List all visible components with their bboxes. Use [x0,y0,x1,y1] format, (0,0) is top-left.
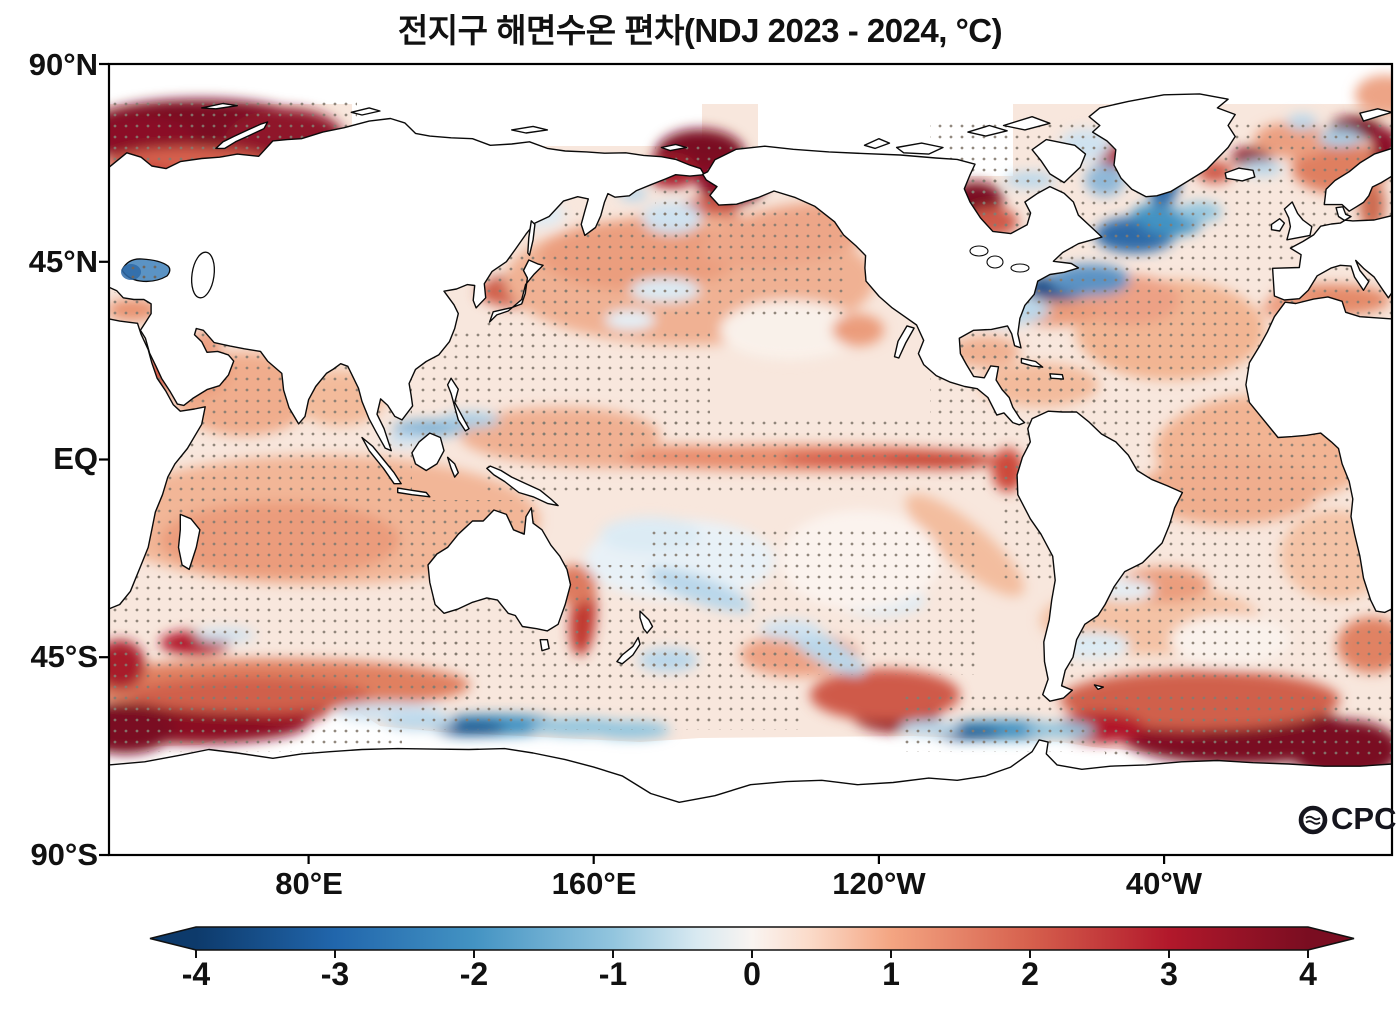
land-japan [488,259,544,323]
land-greenland [1088,93,1236,198]
land-sakhalin [527,220,536,256]
map-layers [109,64,1392,855]
land-uk [1283,201,1313,241]
land-africa-west [1245,296,1392,614]
land-falklands [1093,684,1104,690]
land-java [397,487,431,498]
lon-label-120w: 120°W [832,866,926,901]
land-north-america [702,145,1103,426]
cb-tick-4: 4 [1299,956,1317,992]
cb-tick-m2: -2 [459,956,489,992]
cb-tick-2: 2 [1021,956,1039,992]
cb-tick-m3: -3 [320,956,350,992]
great-lakes-3 [1010,263,1030,273]
land-south-america [1016,410,1184,702]
land-nz-north [639,610,654,634]
lon-label-160e: 160°E [551,866,637,901]
great-lakes-1 [969,245,989,257]
land-madagascar [177,513,201,571]
land-victoria-i [895,142,944,155]
land-severnaya [350,107,381,116]
land-novaya-zemlya [215,121,269,150]
inland-seas [121,245,1030,299]
lon-label-80e: 80°E [275,866,343,901]
cb-tick-m1: -1 [598,956,628,992]
land-scandinavia [1323,147,1392,212]
noaa-wave-icon [1298,805,1328,835]
colorbar [149,926,1355,958]
land-newguinea [486,465,559,507]
cb-tick-m4: -4 [181,956,211,992]
land-wrangel [660,143,688,152]
land-ellesmere-2 [967,124,1008,137]
cb-tick-3: 3 [1160,956,1178,992]
axis-ticks [99,62,1166,864]
cb-tick-0: 0 [743,956,761,992]
land-philippines [446,377,470,432]
cb-tick-1: 1 [882,956,900,992]
lat-label-eq: EQ [53,441,98,476]
land-svalbard [1359,108,1392,122]
caspian-sea [190,251,216,299]
land-australia [427,507,572,632]
land-eurasia [109,117,705,452]
land-banks-i [863,138,891,150]
land-iceland [1224,167,1256,182]
land-borneo [411,432,445,472]
colorbar-bar [149,926,1355,951]
land-hispaniola [1049,373,1065,380]
land-sumatra [361,436,402,485]
land-layer [109,93,1392,855]
land-sulawesi [446,456,459,478]
chart-title: 전지구 해면수온 편차(NDJ 2023 - 2024, °C) [397,12,1003,49]
lat-label-45n: 45°N [28,244,98,279]
cpc-logo: CPC [1296,801,1396,837]
land-europe [1271,206,1392,301]
land-tasmania [539,639,550,652]
land-baffin [1031,138,1087,184]
land-ellesmere-1 [1002,116,1051,131]
land-new-siberian [511,125,549,134]
cpc-logo-text: CPC [1331,801,1397,836]
great-lakes-2 [986,255,1004,269]
lat-label-45s: 45°S [30,639,98,674]
lon-label-40w: 40°W [1125,866,1203,901]
land-nz-south [616,636,641,665]
lat-label-90s: 90°S [30,837,98,872]
lat-label-90n: 90°N [28,47,98,82]
land-africa-east [109,318,206,610]
land-cuba [1020,357,1044,368]
land-antarctica [109,739,1392,855]
land-franz-josef [201,102,238,110]
land-ireland [1270,218,1286,232]
land-baja [893,325,915,359]
